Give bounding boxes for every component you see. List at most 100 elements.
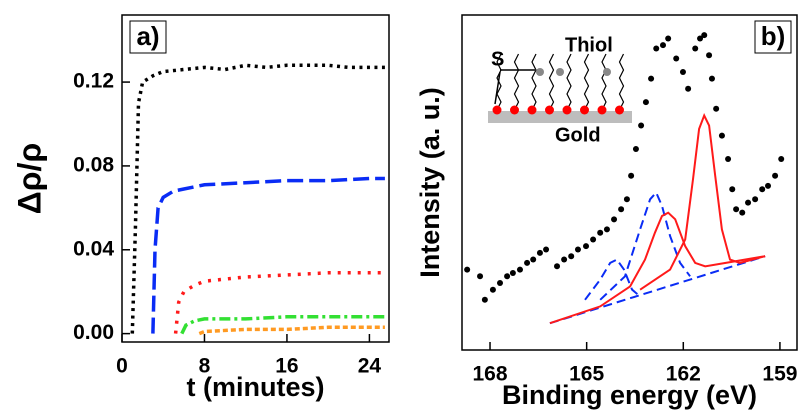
data-line xyxy=(639,112,766,291)
data-point xyxy=(509,269,516,276)
thiol-chain xyxy=(548,53,555,111)
panel-label: a) xyxy=(136,21,159,51)
data-point xyxy=(642,99,649,106)
data-point xyxy=(574,246,581,253)
data-point xyxy=(632,146,639,152)
data-point xyxy=(745,199,752,206)
end-group xyxy=(603,68,611,76)
inset-label: S xyxy=(491,48,504,70)
plot-frame xyxy=(121,14,390,343)
data-point xyxy=(765,182,772,189)
data-point xyxy=(733,206,740,213)
data-point xyxy=(718,132,725,139)
data-point xyxy=(759,186,766,193)
data-point xyxy=(739,209,746,216)
data-point xyxy=(752,196,759,203)
thiol-chain xyxy=(566,53,572,111)
y-axis-label: Intensity (a. u.) xyxy=(415,87,445,278)
data-point xyxy=(648,75,655,82)
y-tick-label: 0.04 xyxy=(73,237,114,260)
data-line xyxy=(173,271,385,334)
inset-label: Gold xyxy=(555,124,601,146)
y-tick-label: 0.00 xyxy=(73,321,114,344)
data-point xyxy=(697,35,704,42)
data-point xyxy=(530,256,537,263)
data-line xyxy=(599,190,691,301)
data-point xyxy=(685,85,692,92)
panel-label: b) xyxy=(761,21,786,51)
data-point xyxy=(628,172,635,179)
data-point xyxy=(516,266,523,273)
data-line xyxy=(198,325,385,336)
data-point xyxy=(481,296,488,303)
data-line xyxy=(549,255,766,325)
sulfur-atom xyxy=(562,105,572,115)
x-axis-label: Binding energy (eV) xyxy=(502,380,757,410)
data-point xyxy=(603,226,610,233)
thiol-chain xyxy=(531,53,537,111)
data-point xyxy=(660,42,666,49)
thiol-chain xyxy=(513,53,520,111)
data-point xyxy=(778,156,785,163)
panel-label-box xyxy=(754,20,792,54)
x-tick-label: 8 xyxy=(199,355,211,378)
data-point xyxy=(597,229,604,236)
thiol-chain xyxy=(601,53,607,111)
data-point xyxy=(554,263,561,270)
y-tick-label: 0.12 xyxy=(73,70,114,93)
inset: S Thiol Gold xyxy=(488,34,632,146)
thiol-chain xyxy=(583,53,590,111)
x-tick-label: 0 xyxy=(116,355,128,378)
sulfur-atom xyxy=(615,105,624,115)
x-tick-label: 16 xyxy=(275,355,298,378)
data-point xyxy=(653,45,660,52)
gold-substrate xyxy=(488,111,632,123)
plot-frame xyxy=(461,14,798,351)
sulfur-atom xyxy=(492,105,502,115)
data-point xyxy=(706,52,713,59)
data-point xyxy=(561,256,568,263)
y-axis-label: Δρ/ρ xyxy=(11,143,47,214)
thiol-chain xyxy=(618,53,625,111)
data-line xyxy=(549,211,766,325)
data-point xyxy=(504,273,511,280)
data-point xyxy=(497,280,504,286)
data-line xyxy=(130,63,385,334)
x-axis-label: t (minutes) xyxy=(187,372,325,402)
data-point xyxy=(477,273,484,280)
data-point xyxy=(464,266,471,273)
data-point xyxy=(583,243,590,250)
x-tick-label: 168 xyxy=(473,363,508,386)
end-group xyxy=(536,68,544,76)
data-point xyxy=(536,249,543,256)
data-point xyxy=(729,186,736,193)
arrow xyxy=(494,69,535,105)
sulfur-atom xyxy=(545,105,554,115)
data-line xyxy=(180,315,385,335)
data-line xyxy=(584,258,641,301)
data-point xyxy=(673,55,680,62)
x-tick-label: 159 xyxy=(762,363,797,386)
data-point xyxy=(665,35,672,42)
data-point xyxy=(772,172,779,179)
data-point xyxy=(679,68,686,75)
x-tick-label: 162 xyxy=(666,363,701,386)
sulfur-atom xyxy=(597,105,607,115)
sulfur-atom xyxy=(580,105,589,115)
data-line xyxy=(151,176,385,334)
data-point xyxy=(611,216,618,223)
data-point xyxy=(692,45,699,52)
data-point xyxy=(590,236,597,243)
sulfur-atom xyxy=(510,105,519,115)
panel-label-box xyxy=(129,20,167,54)
data-point xyxy=(708,75,715,82)
data-point xyxy=(701,32,708,39)
data-point xyxy=(623,196,630,203)
data-point xyxy=(524,259,531,266)
x-tick-label: 165 xyxy=(569,363,604,386)
sulfur-atom xyxy=(527,105,537,115)
end-group xyxy=(556,68,564,76)
data-point xyxy=(489,286,496,293)
